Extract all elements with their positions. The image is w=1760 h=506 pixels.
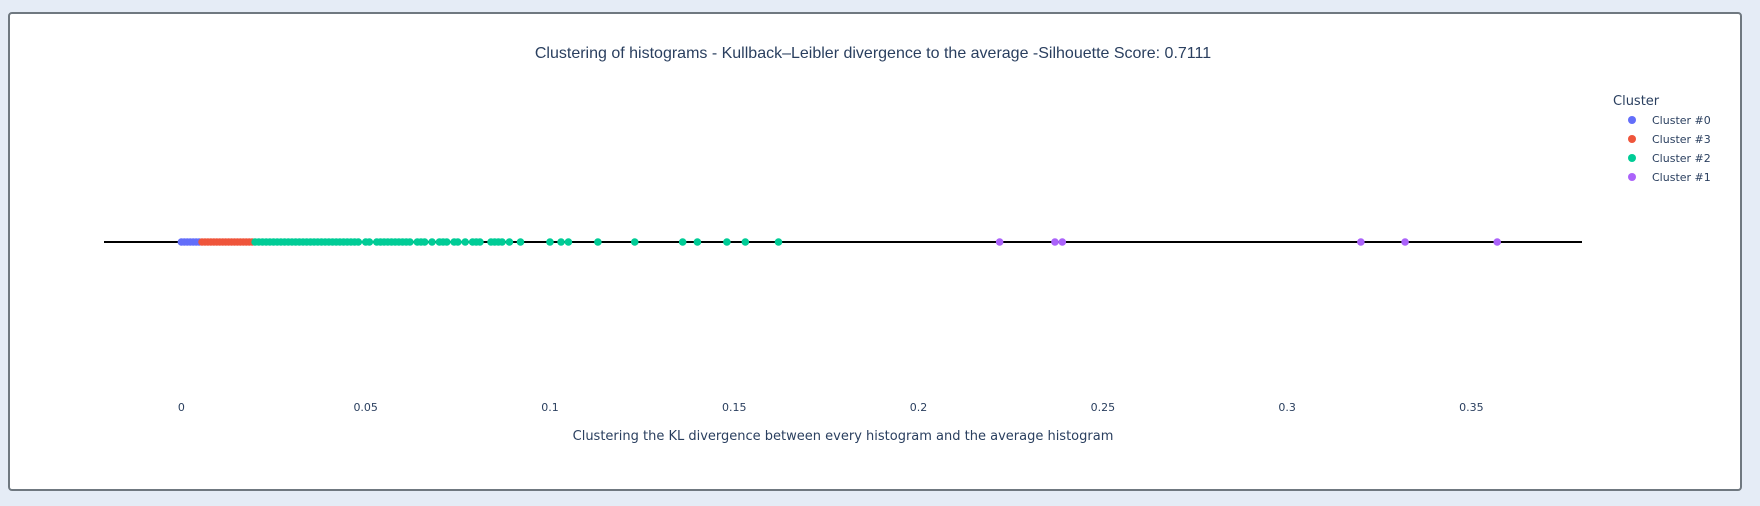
data-point[interactable] <box>723 238 731 246</box>
legend-item[interactable]: Cluster #3 <box>1628 133 1711 146</box>
x-tick-label: 0.25 <box>1091 401 1116 414</box>
data-point[interactable] <box>1051 238 1059 246</box>
data-point[interactable] <box>420 238 429 246</box>
data-point[interactable] <box>516 238 525 246</box>
x-tick-label: 0.35 <box>1459 401 1484 414</box>
data-point[interactable] <box>1357 238 1365 246</box>
data-point[interactable] <box>995 238 1004 246</box>
data-point[interactable] <box>442 238 451 246</box>
legend-label: Cluster #2 <box>1652 152 1711 165</box>
data-point[interactable] <box>1058 238 1067 246</box>
chart-title: Clustering of histograms - Kullback–Leib… <box>535 45 1211 62</box>
x-tick-label: 0.05 <box>353 401 378 414</box>
x-axis-ticks: 0 0.05 0.1 0.15 0.2 0.25 0.3 0.35 <box>178 401 1484 414</box>
legend-marker <box>1628 154 1636 162</box>
data-point[interactable] <box>774 238 783 246</box>
series-cluster-0 <box>177 238 203 246</box>
legend-item[interactable]: Cluster #2 <box>1628 152 1711 165</box>
legend-item[interactable]: Cluster #0 <box>1628 114 1711 127</box>
legend-label: Cluster #3 <box>1652 133 1711 146</box>
data-point[interactable] <box>498 238 506 246</box>
legend-marker <box>1628 173 1636 181</box>
x-tick-label: 0.2 <box>910 401 928 414</box>
data-point[interactable] <box>557 238 565 246</box>
chart-frame <box>8 12 1742 491</box>
legend-items: Cluster #0 Cluster #3 Cluster #2 Cluster #1 <box>1628 114 1711 184</box>
data-point[interactable] <box>594 238 602 246</box>
x-tick-label: 0.15 <box>722 401 747 414</box>
data-point[interactable] <box>630 238 639 246</box>
legend-label: Cluster #0 <box>1652 114 1711 127</box>
data-point[interactable] <box>1493 238 1502 246</box>
data-point[interactable] <box>678 238 687 246</box>
legend-marker <box>1628 135 1636 143</box>
legend-title: Cluster <box>1613 94 1660 109</box>
data-point[interactable] <box>564 238 573 246</box>
data-point[interactable] <box>406 238 414 246</box>
data-points <box>177 238 1502 246</box>
data-point[interactable] <box>428 238 436 246</box>
data-point[interactable] <box>693 238 702 246</box>
data-point[interactable] <box>546 238 554 246</box>
x-axis-title: Clustering the KL divergence between eve… <box>573 429 1114 444</box>
legend-item[interactable]: Cluster #1 <box>1628 171 1711 184</box>
series-cluster-2 <box>251 238 783 246</box>
data-point[interactable] <box>1401 238 1409 246</box>
data-point[interactable] <box>741 238 750 246</box>
data-point[interactable] <box>461 238 470 246</box>
data-point[interactable] <box>454 238 462 246</box>
legend-label: Cluster #1 <box>1652 171 1711 184</box>
x-tick-label: 0 <box>178 401 185 414</box>
plot-area <box>104 238 1582 246</box>
legend-marker <box>1628 116 1636 124</box>
data-point[interactable] <box>365 238 374 246</box>
x-tick-label: 0.1 <box>541 401 559 414</box>
data-point[interactable] <box>354 238 363 246</box>
data-point[interactable] <box>505 238 514 246</box>
series-cluster-3 <box>198 238 256 246</box>
series-cluster-1 <box>995 238 1502 246</box>
data-point[interactable] <box>476 238 484 246</box>
x-tick-label: 0.3 <box>1278 401 1296 414</box>
